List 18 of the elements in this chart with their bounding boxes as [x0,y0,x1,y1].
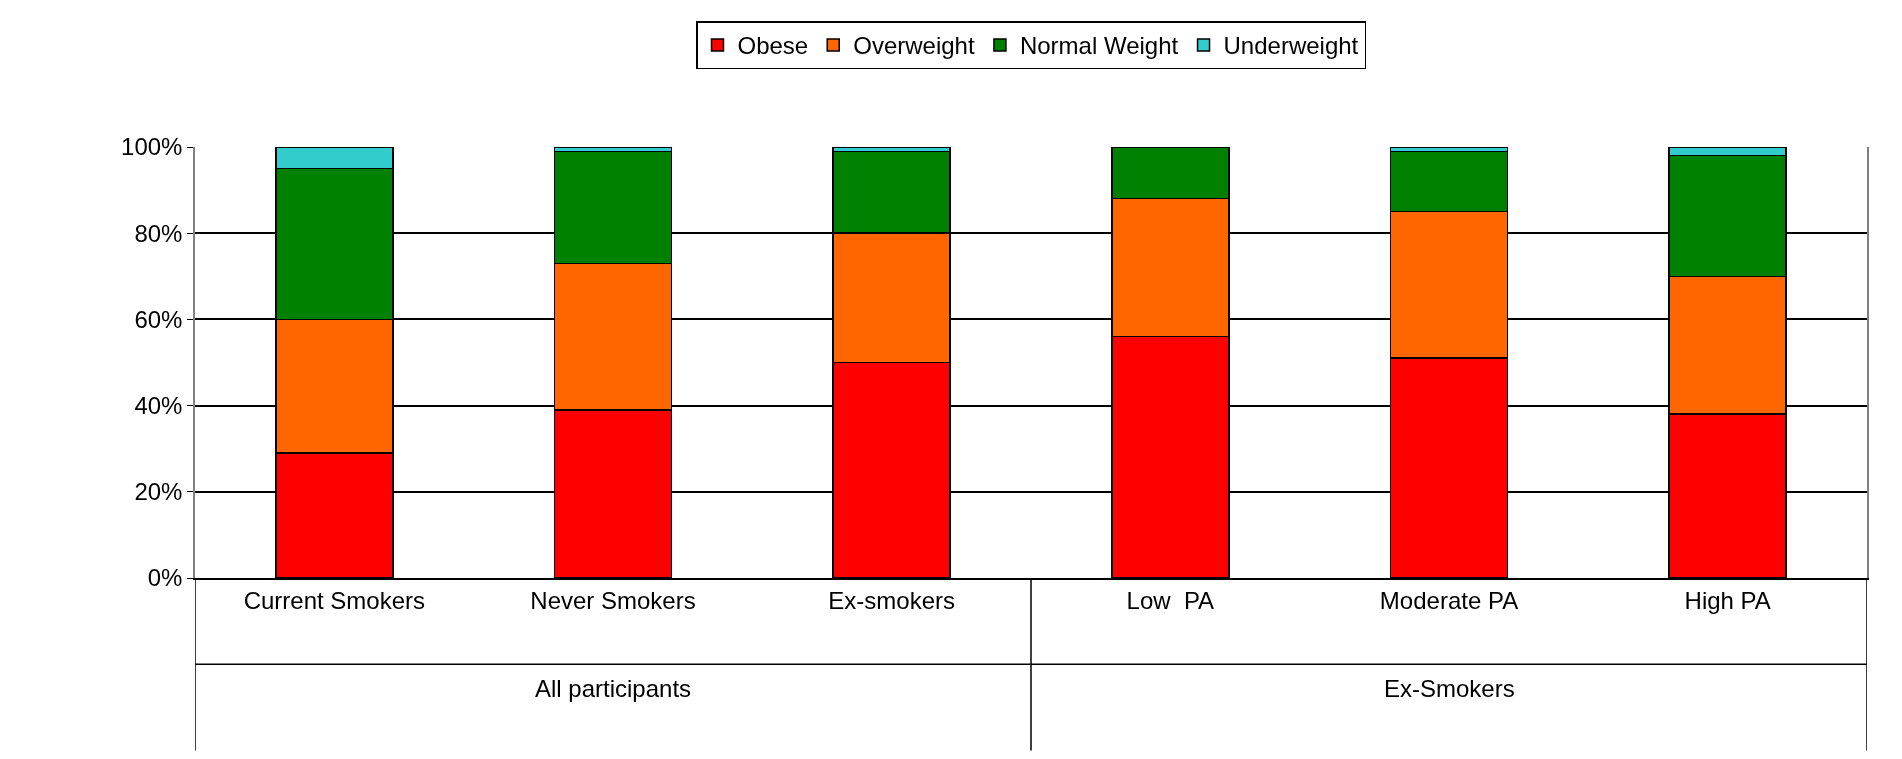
y-tick-label: 60% [134,305,183,333]
x-tick-label: High PA [1684,586,1771,614]
legend-label: Underweight [1223,32,1359,60]
x-tick-label: Never Smokers [530,586,696,614]
legend-label: Normal Weight [1019,32,1179,60]
y-tick-label: 0% [147,564,183,592]
legend-label: Obese [737,32,809,60]
y-tick-label: 100% [121,133,183,161]
legend-label: Overweight [853,32,975,60]
x-tick-label: Moderate PA [1379,586,1519,614]
y-tick-label: 80% [134,219,183,247]
x-tick-label: Ex-smokers [828,586,956,614]
y-tick-label: 20% [134,478,183,506]
text: All participants [535,675,692,702]
text: Ex-Smokers [1384,675,1515,702]
x-tick-label: Current Smokers [243,586,426,614]
x-tick-label: Low PA [1126,586,1215,614]
y-tick-label: 40% [134,392,183,419]
